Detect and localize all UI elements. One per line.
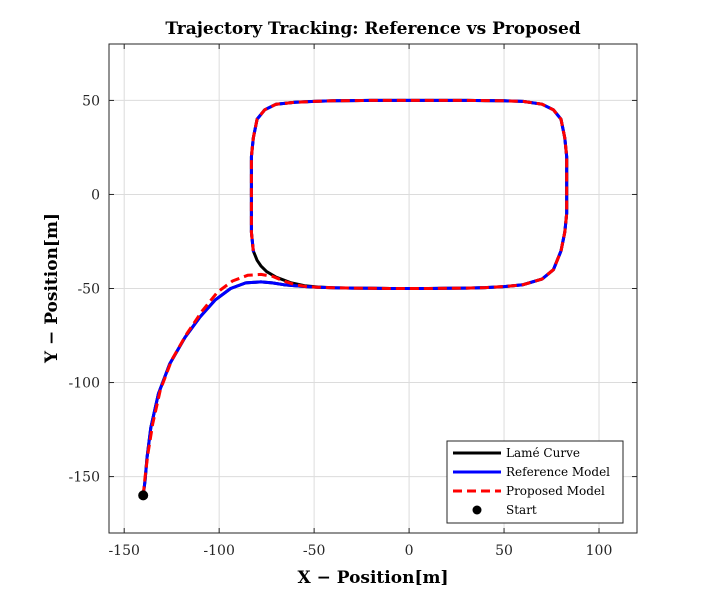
x-tick-label: 100 [586, 543, 613, 559]
y-axis-label: Y − Position[m] [42, 213, 62, 364]
x-tick-label: -150 [108, 543, 139, 559]
ticks: -150 -100 -50 0 50 100 -150 -100 -50 0 50 [69, 44, 637, 559]
series-line-reference-model [141, 98, 569, 497]
legend-label: Start [506, 503, 537, 517]
y-tick-label: 50 [82, 93, 100, 109]
chart-title: Trajectory Tracking: Reference vs Propos… [165, 19, 580, 39]
x-tick-label: -100 [203, 543, 234, 559]
x-tick-label: 50 [495, 543, 513, 559]
y-tick-label: -150 [69, 470, 100, 486]
y-tick-label: -50 [77, 282, 100, 298]
legend-label: Reference Model [506, 465, 610, 479]
x-tick-label: -50 [303, 543, 326, 559]
legend-swatch [472, 505, 482, 515]
y-tick-label: -100 [69, 376, 100, 392]
x-axis-label: X − Position[m] [297, 568, 448, 588]
y-tick-label: 0 [91, 187, 100, 203]
legend: Lamé Curve Reference Model Proposed Model S… [446, 440, 624, 524]
start-marker [138, 490, 149, 501]
legend-label: Lamé Curve [506, 446, 580, 460]
x-tick-label: 0 [405, 543, 414, 559]
series-line-proposed-model [141, 98, 569, 496]
series-layer [138, 98, 569, 501]
series-line-lam-curve [141, 98, 569, 497]
legend-label: Proposed Model [506, 484, 605, 498]
